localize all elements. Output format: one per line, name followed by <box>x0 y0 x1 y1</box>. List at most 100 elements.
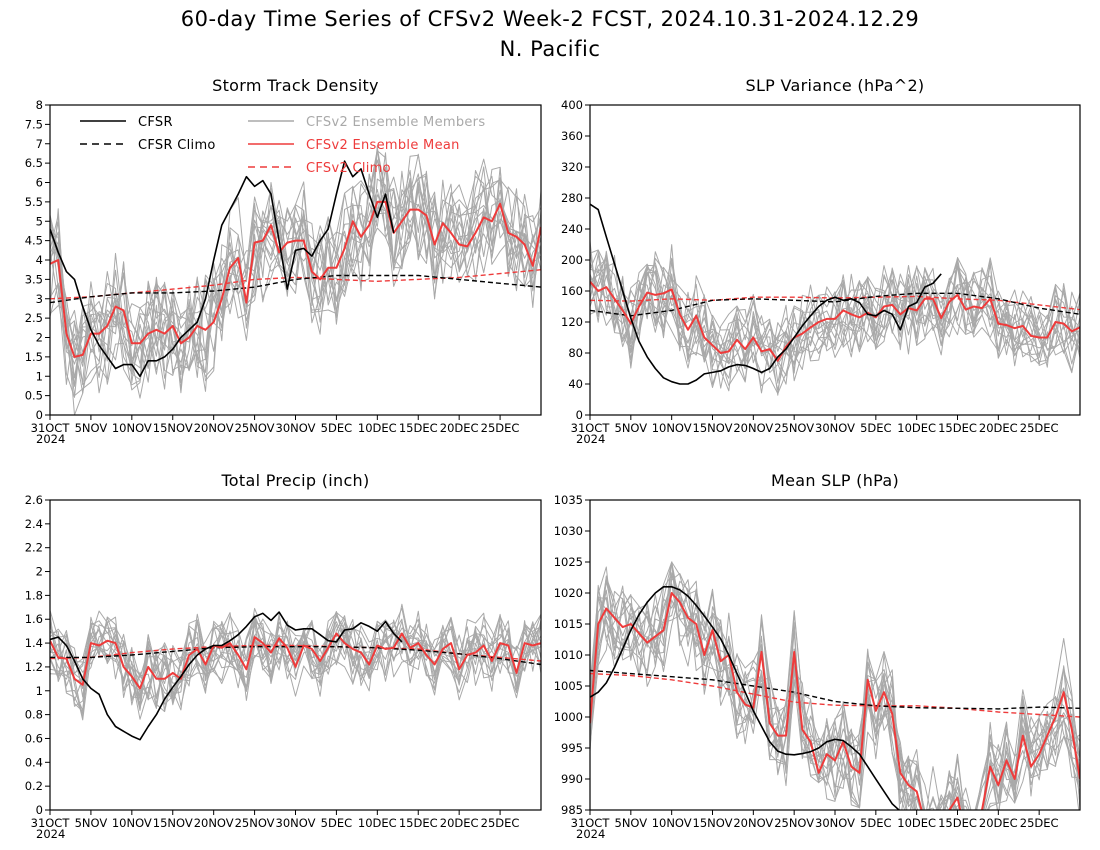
x-year-label: 2024 <box>36 827 65 841</box>
x-tick-label: 5DEC <box>321 816 352 830</box>
legend-label: CFSv2 Ensemble Mean <box>306 138 460 153</box>
y-tick-label: 1 <box>36 369 43 383</box>
plot-area <box>50 603 541 741</box>
cfsr-climo-line <box>590 669 1080 710</box>
chart-panel-1: Storm Track Density 0 0.5 1 1.5 2 2.5 3 3.5 4 4.5 5… <box>25 76 542 446</box>
x-tick-label: 5NOV <box>615 816 648 830</box>
y-tick-label: 0.4 <box>25 755 43 769</box>
y-tick-label: 990 <box>561 772 583 786</box>
x-tick-label: 10DEC <box>897 421 936 435</box>
ensemble-member-line <box>50 175 541 391</box>
y-tick-label: 2 <box>36 331 43 345</box>
y-tick-label: 1030 <box>554 524 583 538</box>
ensemble-member-line <box>590 561 1080 810</box>
y-tick-label: 2.6 <box>25 493 43 507</box>
y-tick-label: 1 <box>36 684 43 698</box>
x-tick-label: 15DEC <box>938 421 977 435</box>
y-tick-label: 1000 <box>554 710 583 724</box>
x-tick-label: 25DEC <box>481 421 520 435</box>
x-tick-label: 15NOV <box>153 816 193 830</box>
y-tick-label: 2.2 <box>25 541 43 555</box>
plot-frame <box>49 104 542 416</box>
y-tick-label: 2.5 <box>25 311 43 325</box>
x-tick-label: 15DEC <box>399 421 438 435</box>
y-tick-label: 1020 <box>554 586 583 600</box>
x-tick-label: 25DEC <box>481 816 520 830</box>
x-tick-label: 31OCT <box>31 421 71 435</box>
y-tick-label: 2 <box>36 565 43 579</box>
ensemble-member-line <box>50 607 541 721</box>
y-tick-label: 120 <box>561 315 583 329</box>
x-tick-label: 10NOV <box>652 816 692 830</box>
y-tick-label: 0 <box>36 803 43 817</box>
y-tick-label: 320 <box>561 160 583 174</box>
y-tick-label: 40 <box>568 377 583 391</box>
cfsr-climo-line <box>590 292 1080 317</box>
ensemble-member-line <box>50 612 541 711</box>
ensemble-member-line <box>590 561 1080 810</box>
x-tick-label: 10DEC <box>358 421 397 435</box>
x-tick-label: 25DEC <box>1020 816 1059 830</box>
plot-frame <box>49 499 542 811</box>
ensemble-member-line <box>50 611 541 719</box>
x-year-label: 2024 <box>576 827 605 841</box>
x-tick-label: 15DEC <box>938 816 977 830</box>
y-tick-label: 3 <box>36 292 43 306</box>
cfsr-line <box>50 611 403 741</box>
y-tick-label: 0.8 <box>25 708 43 722</box>
x-tick-label: 30NOV <box>276 421 316 435</box>
x-tick-label: 10NOV <box>112 816 152 830</box>
plot-frame <box>589 104 1081 416</box>
x-tick-label: 20NOV <box>194 816 234 830</box>
legend-label: CFSR <box>138 115 173 130</box>
ensemble-member-line <box>590 587 1080 810</box>
ensemble-member-line <box>590 572 1080 810</box>
ensemble-mean-line <box>590 592 1080 810</box>
x-tick-label: 31OCT <box>571 421 611 435</box>
y-tick-label: 1035 <box>554 493 583 507</box>
y-tick-label: 7.5 <box>25 117 43 131</box>
x-tick-label: 20DEC <box>979 421 1018 435</box>
x-tick-label: 31OCT <box>31 816 71 830</box>
y-tick-label: 1.2 <box>25 660 43 674</box>
plot-frame <box>589 499 1081 811</box>
x-tick-label: 10DEC <box>897 816 936 830</box>
y-tick-label: 985 <box>561 803 583 817</box>
panel-title: Storm Track Density <box>212 76 379 95</box>
x-year-label: 2024 <box>576 432 605 446</box>
ensemble-member-line <box>50 173 541 384</box>
y-tick-label: 5.5 <box>25 195 43 209</box>
ensemble-mean-line <box>50 632 541 690</box>
x-tick-label: 20NOV <box>733 421 773 435</box>
y-tick-label: 0.5 <box>25 389 43 403</box>
panel-title: Total Precip (inch) <box>220 471 369 490</box>
y-tick-label: 200 <box>561 253 583 267</box>
y-tick-label: 4.5 <box>25 234 43 248</box>
y-tick-label: 1015 <box>554 617 583 631</box>
ensemble-member-line <box>590 575 1080 810</box>
y-tick-label: 6.5 <box>25 156 43 170</box>
y-tick-label: 8 <box>36 98 43 112</box>
y-tick-label: 1.5 <box>25 350 43 364</box>
y-tick-label: 1.4 <box>25 636 43 650</box>
x-year-label: 2024 <box>36 432 65 446</box>
ensemble-member-line <box>590 254 1080 384</box>
x-tick-label: 5NOV <box>75 816 108 830</box>
x-tick-label: 10NOV <box>652 421 692 435</box>
x-tick-label: 15NOV <box>693 421 733 435</box>
y-tick-label: 160 <box>561 284 583 298</box>
y-tick-label: 80 <box>568 346 583 360</box>
legend-label: CFSv2 Ensemble Members <box>306 115 485 130</box>
y-tick-label: 1025 <box>554 555 583 569</box>
panel-title: SLP Variance (hPa^2) <box>746 76 925 95</box>
cfsr-line <box>50 160 395 378</box>
x-tick-label: 5DEC <box>860 421 891 435</box>
ensemble-member-line <box>50 610 541 715</box>
y-tick-label: 240 <box>561 222 583 236</box>
x-tick-label: 15NOV <box>153 421 193 435</box>
ensemble-member-line <box>590 253 1080 388</box>
y-tick-label: 280 <box>561 191 583 205</box>
y-tick-label: 360 <box>561 129 583 143</box>
y-tick-label: 400 <box>561 98 583 112</box>
x-tick-label: 5DEC <box>321 421 352 435</box>
